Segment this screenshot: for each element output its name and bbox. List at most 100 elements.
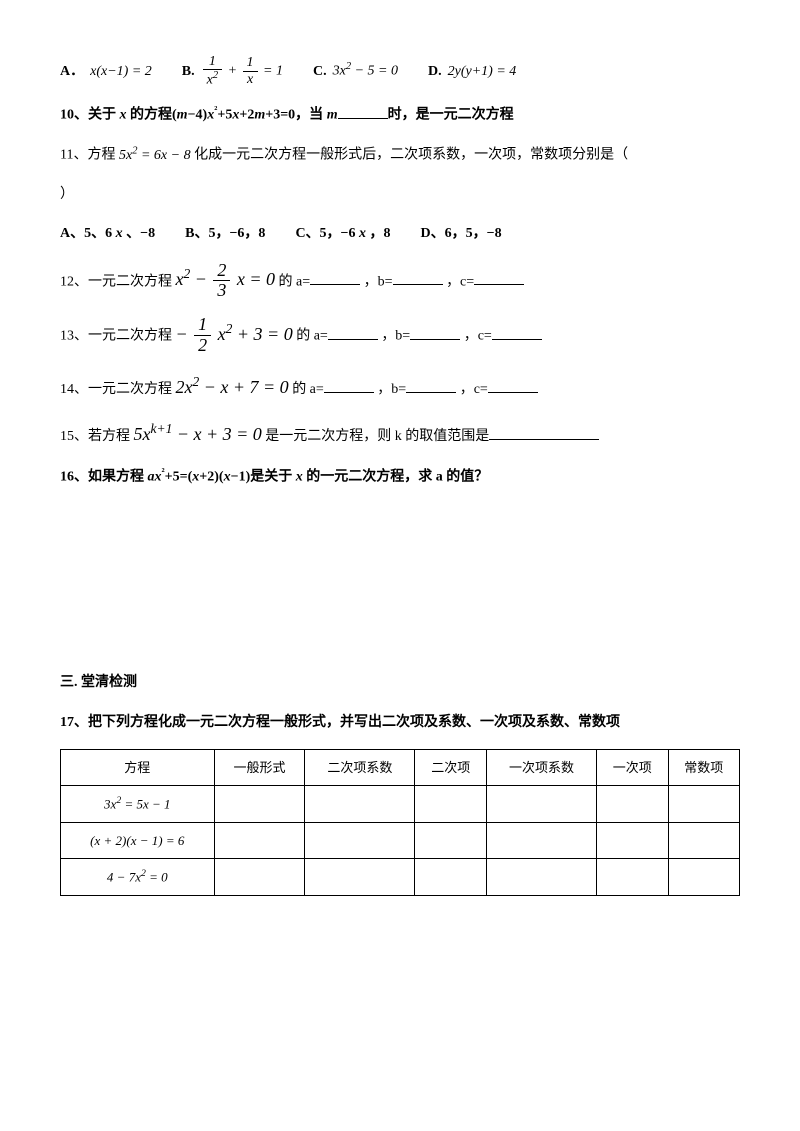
cell[interactable]	[668, 786, 740, 823]
q11-c: C、5，−6 x ，8	[295, 221, 390, 246]
th-3: 二次项	[415, 749, 486, 785]
q10-m3v: m	[327, 108, 338, 123]
q9-c-expr: 3x2 − 5 = 0	[333, 58, 398, 84]
q13-pre: 13、一元二次方程	[60, 329, 176, 344]
q16-ax: ax	[148, 470, 162, 485]
q14: 14、一元二次方程 2x2 − x + 7 = 0 的 a= ，b= ，c=	[60, 370, 740, 403]
q14-blank-a[interactable]	[324, 378, 374, 393]
th-5: 一次项	[597, 749, 668, 785]
q13-blank-b[interactable]	[410, 325, 460, 340]
q16-x3: x	[296, 470, 303, 485]
q11-post: 化成一元二次方程一般形式后，二次项系数，一次项，常数项分别是（	[194, 148, 628, 163]
q15-blank[interactable]	[489, 425, 599, 440]
q13-blank-c[interactable]	[492, 325, 542, 340]
q13-blank-a[interactable]	[328, 325, 378, 340]
num-1b: 1	[243, 55, 258, 71]
q12-b: ，b=	[364, 274, 393, 289]
q9-option-a: A． x(x−1) = 2	[60, 59, 152, 84]
cell[interactable]	[214, 859, 305, 896]
q9-b-expr: 1x2 + 1x = 1	[201, 54, 283, 88]
q11-pre: 11、方程	[60, 148, 115, 163]
q12-den: 3	[213, 281, 230, 301]
q9-a-expr: x(x−1) = 2	[90, 59, 152, 84]
th-4: 一次项系数	[486, 749, 596, 785]
q14-blank-c[interactable]	[488, 378, 538, 393]
th-6: 常数项	[668, 749, 740, 785]
q12-pre: 12、一元二次方程	[60, 274, 176, 289]
q9-options: A． x(x−1) = 2 B. 1x2 + 1x = 1 C. 3x2 − 5…	[60, 54, 740, 88]
row1-eq: 3x2 = 5x − 1	[61, 786, 215, 823]
table-row: 3x2 = 5x − 1	[61, 786, 740, 823]
q13-c: ，c=	[464, 329, 492, 344]
q15-pre: 15、若方程	[60, 429, 134, 444]
q12-blank-c[interactable]	[474, 270, 524, 285]
q14-c: ，c=	[460, 382, 488, 397]
q17-table: 方程 一般形式 二次项系数 二次项 一次项系数 一次项 常数项 3x2 = 5x…	[60, 749, 740, 896]
q14-blank-b[interactable]	[406, 378, 456, 393]
q14-b: ，b=	[377, 382, 406, 397]
q10-m1: 的方程(	[127, 108, 177, 123]
q12-blank-b[interactable]	[393, 270, 443, 285]
th-2: 二次项系数	[305, 749, 415, 785]
table-row: (x + 2)(x − 1) = 6	[61, 822, 740, 858]
cell[interactable]	[305, 859, 415, 896]
cell[interactable]	[415, 786, 486, 823]
q10: 10、关于 x 的方程(m−4)x²+5x+2m+3=0，当 m时，是一元二次方…	[60, 102, 740, 128]
cell[interactable]	[415, 822, 486, 858]
cell[interactable]	[214, 822, 305, 858]
cell[interactable]	[305, 786, 415, 823]
q9-option-c: C. 3x2 − 5 = 0	[313, 58, 398, 84]
q10-m3: +5	[217, 108, 232, 123]
q10-prefix: 10、关于	[60, 108, 120, 123]
q11-line2: ）	[60, 182, 740, 207]
q13-a: 的 a=	[296, 329, 328, 344]
th-0: 方程	[61, 749, 215, 785]
q13-expr: − 12 x2 + 3 = 0	[176, 324, 293, 344]
cell[interactable]	[597, 859, 668, 896]
q16-a: 16、如果方程	[60, 470, 148, 485]
q11-d: D、6，5，−8	[421, 221, 502, 246]
q16-c: +2)(	[199, 470, 223, 485]
row3-eq: 4 − 7x2 = 0	[61, 859, 215, 896]
cell[interactable]	[597, 786, 668, 823]
q14-a: 的 a=	[292, 382, 324, 397]
q10-m: m	[177, 108, 188, 123]
q14-pre: 14、一元二次方程	[60, 382, 176, 397]
cell[interactable]	[597, 822, 668, 858]
cell[interactable]	[214, 786, 305, 823]
q11-b: B、5，−6，8	[185, 221, 265, 246]
q9-option-d: D. 2y(y+1) = 4	[428, 59, 516, 84]
q12-expr: x2 − 23 x = 0	[176, 269, 276, 289]
q12-c: ，c=	[446, 274, 474, 289]
q9-b-label: B.	[182, 59, 195, 84]
q10-m4: +2	[239, 108, 254, 123]
q16-d: −1)是关于	[231, 470, 296, 485]
cell[interactable]	[486, 822, 596, 858]
q12-a: 的 a=	[279, 274, 311, 289]
q16: 16、如果方程 ax²+5=(x+2)(x−1)是关于 x 的一元二次方程，求 …	[60, 464, 740, 490]
th-1: 一般形式	[214, 749, 305, 785]
q9-d-label: D.	[428, 59, 442, 84]
q11-line1: 11、方程 5x2 = 6x − 8 化成一元二次方程一般形式后，二次项系数，一…	[60, 142, 740, 168]
q15-post: 是一元二次方程，则 k 的取值范围是	[265, 429, 489, 444]
q10-m2: −4)	[188, 108, 208, 123]
q10-suffix: 时，是一元二次方程	[388, 108, 514, 123]
table-header-row: 方程 一般形式 二次项系数 二次项 一次项系数 一次项 常数项	[61, 749, 740, 785]
q16-x2: x	[224, 470, 231, 485]
cell[interactable]	[486, 859, 596, 896]
q16-b: +5=(	[165, 470, 193, 485]
q15-expr: 5xk+1 − x + 3 = 0	[134, 424, 262, 444]
cell[interactable]	[486, 786, 596, 823]
cell[interactable]	[415, 859, 486, 896]
cell[interactable]	[668, 859, 740, 896]
q10-blank[interactable]	[338, 104, 388, 119]
cell[interactable]	[305, 822, 415, 858]
q10-m2v: m	[254, 108, 265, 123]
q13-num: 1	[194, 315, 211, 336]
cell[interactable]	[668, 822, 740, 858]
section-title: 三. 堂清检测	[60, 670, 740, 695]
q12-blank-a[interactable]	[310, 270, 360, 285]
num-1: 1	[203, 54, 222, 70]
q10-x: x	[120, 108, 127, 123]
q13-b: ，b=	[381, 329, 410, 344]
